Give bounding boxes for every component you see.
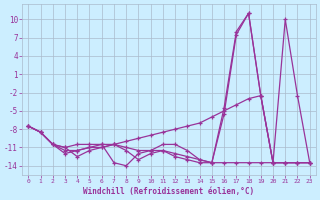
X-axis label: Windchill (Refroidissement éolien,°C): Windchill (Refroidissement éolien,°C) [84,187,255,196]
